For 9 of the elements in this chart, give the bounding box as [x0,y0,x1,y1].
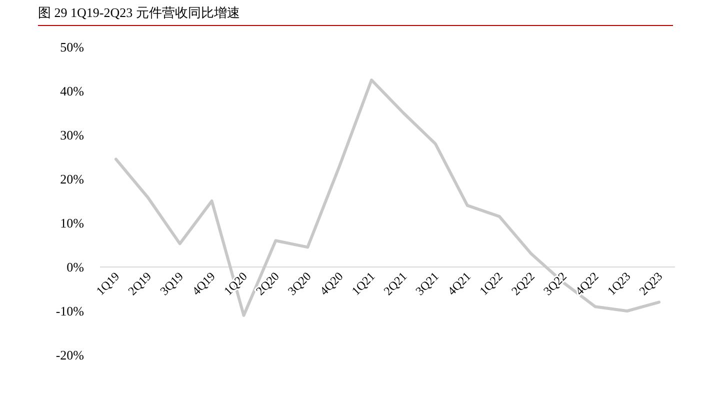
y-tick-label: -20% [56,348,84,362]
y-tick-label: 40% [60,84,84,98]
y-tick-label: 0% [66,260,84,274]
y-tick-label: 30% [60,128,84,142]
y-tick-label: -10% [56,304,84,318]
y-tick-label: 10% [60,216,84,230]
y-tick-label: 50% [60,40,84,54]
y-tick-label: 20% [60,172,84,186]
chart-title: 图 29 1Q19-2Q23 元件营收同比增速 [38,4,673,26]
